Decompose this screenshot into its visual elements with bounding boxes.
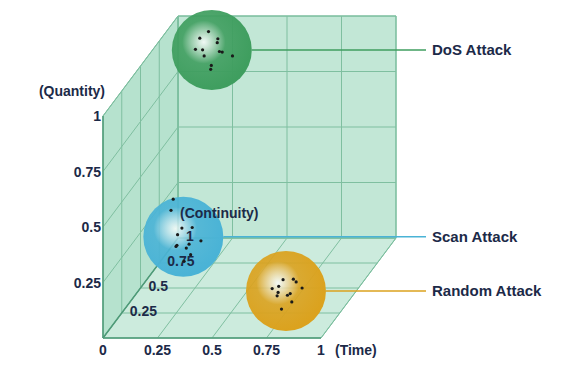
svg-text:(Time): (Time) (335, 342, 377, 358)
svg-text:1: 1 (93, 108, 101, 124)
svg-text:0.5: 0.5 (82, 219, 102, 235)
svg-text:1: 1 (317, 342, 325, 358)
svg-text:0.75: 0.75 (253, 342, 280, 358)
svg-text:(Quantity): (Quantity) (39, 83, 105, 99)
svg-text:0.5: 0.5 (202, 342, 222, 358)
svg-text:0.75: 0.75 (74, 164, 101, 180)
svg-text:1: 1 (186, 228, 194, 244)
svg-text:0.25: 0.25 (74, 275, 101, 291)
svg-text:0.25: 0.25 (130, 303, 157, 319)
svg-text:(Continuity): (Continuity) (180, 205, 259, 221)
svg-text:0: 0 (99, 342, 107, 358)
svg-text:Scan Attack: Scan Attack (432, 228, 518, 245)
svg-text:0.25: 0.25 (144, 342, 171, 358)
svg-text:Random Attack: Random Attack (432, 282, 542, 299)
svg-text:DoS Attack: DoS Attack (432, 41, 512, 58)
svg-text:0.75: 0.75 (167, 253, 194, 269)
svg-text:0.5: 0.5 (149, 278, 169, 294)
